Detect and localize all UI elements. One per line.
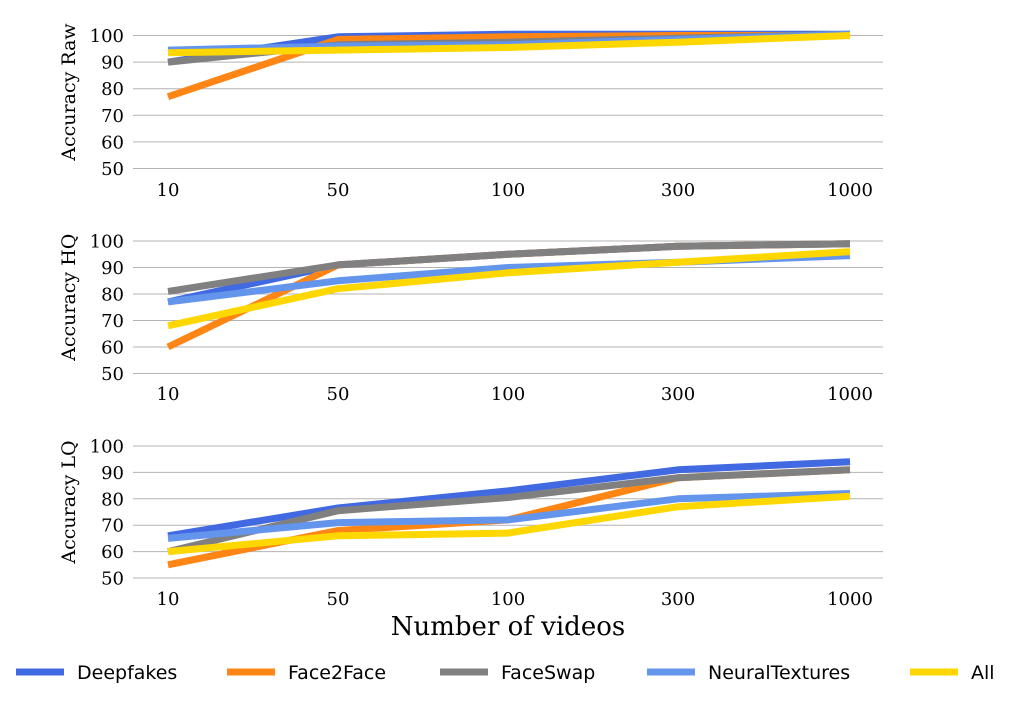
legend-label: NeuralTextures [708,662,850,684]
x-tick-label: 1000 [827,589,873,610]
x-tick-label: 1000 [827,180,873,201]
y-tick-label: 80 [101,489,124,510]
legend-item-face2face: Face2Face [227,662,386,684]
legend: Deepfakes Face2Face FaceSwap NeuralTextures… [16,662,995,684]
x-tick-label: 100 [491,384,525,405]
x-tick-label: 100 [491,180,525,201]
y-tick-label: 90 [101,53,124,74]
x-tick-label: 50 [327,384,350,405]
x-tick-label: 300 [661,384,695,405]
legend-item-deepfakes: Deepfakes [16,662,177,684]
y-tick-label: 60 [101,338,124,359]
series-line-all [167,248,851,330]
x-tick-label: 10 [157,589,180,610]
series-line-deepfakes [167,458,851,540]
legend-label: All [971,662,995,684]
y-tick-label: 50 [101,569,124,590]
chart-panel-3: 50 60 70 80 90 100 10 50 100 300 1000 Accuracy LQ [58,437,883,610]
y-tick-label: 100 [90,232,124,253]
x-axis-title: Number of videos [391,612,625,642]
x-tick-label: 300 [661,589,695,610]
series-line-all [167,32,851,57]
x-tick-label: 50 [327,180,350,201]
chart-panel-2: 50 60 70 80 90 100 10 50 100 300 1000 Accuracy HQ [58,232,883,405]
y-tick-label: 50 [101,159,124,180]
x-tick-label: 10 [157,180,180,201]
x-tick-label: 1000 [827,384,873,405]
legend-label: FaceSwap [501,662,595,684]
y-tick-label: 70 [101,311,124,332]
series-line-faceswap [167,240,851,295]
legend-label: Deepfakes [77,662,177,684]
legend-item-all: All [910,662,995,684]
y-tick-label: 70 [101,516,124,537]
x-tick-label: 10 [157,384,180,405]
legend-label: Face2Face [288,662,386,684]
y-tick-label: 50 [101,364,124,385]
legend-item-neuraltextures: NeuralTextures [647,662,850,684]
y-tick-label: 90 [101,258,124,279]
y-tick-label: 60 [101,542,124,563]
series-line-faceswap [167,466,851,556]
y-tick-label: 100 [90,26,124,47]
y-axis-label: Accuracy Raw [58,23,80,162]
x-tick-label: 50 [327,589,350,610]
y-tick-label: 80 [101,285,124,306]
series-line-neuraltextures [167,490,851,542]
chart-panel-1: 50 60 70 80 90 100 10 50 100 300 1000 Accuracy Raw [58,23,883,201]
series-line-all [167,492,851,556]
x-tick-label: 100 [491,589,525,610]
y-tick-label: 100 [90,437,124,458]
y-tick-label: 70 [101,106,124,127]
x-tick-label: 300 [661,180,695,201]
y-axis-label: Accuracy HQ [58,234,80,362]
y-tick-label: 80 [101,79,124,100]
legend-item-faceswap: FaceSwap [440,662,595,684]
y-tick-label: 60 [101,132,124,153]
y-tick-label: 90 [101,463,124,484]
y-axis-label: Accuracy LQ [58,440,80,564]
